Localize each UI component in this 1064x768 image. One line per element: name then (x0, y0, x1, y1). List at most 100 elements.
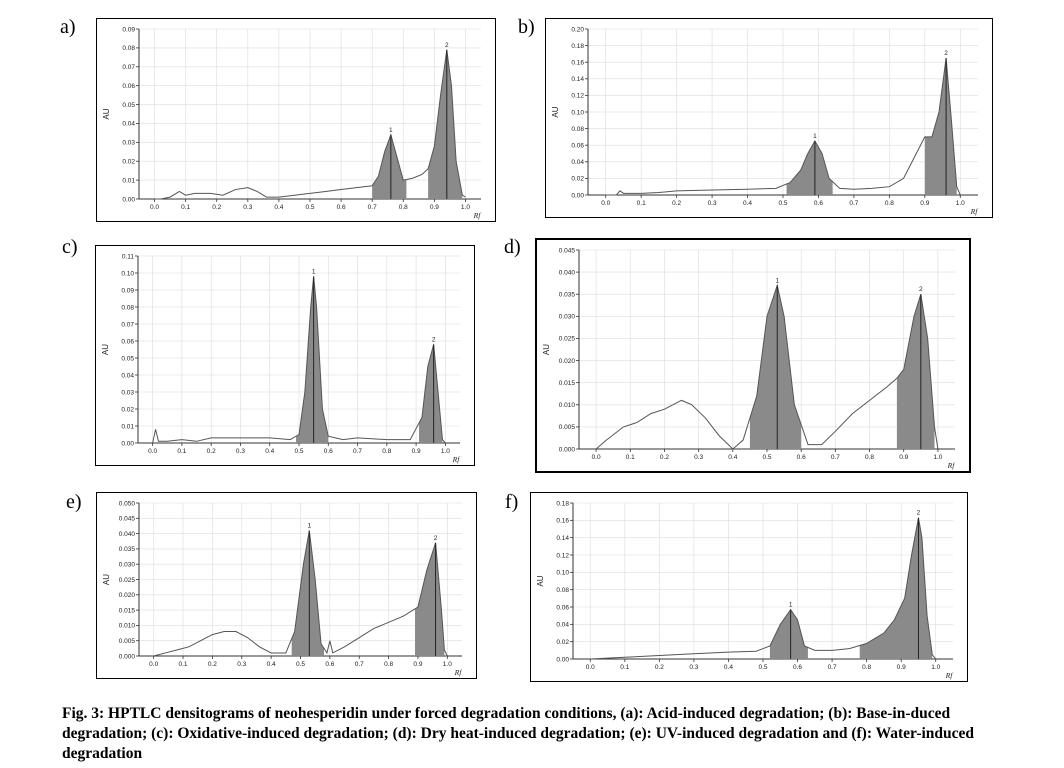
y-tick-label: 0.10 (121, 270, 134, 277)
x-tick-label: 0.4 (274, 204, 283, 211)
y-tick-label: 0.07 (121, 321, 134, 328)
y-tick-label: 0.06 (122, 83, 135, 90)
x-tick-label: 0.2 (672, 200, 681, 207)
x-axis-label: Rf (473, 211, 482, 220)
x-tick-label: 0.9 (897, 664, 906, 671)
y-tick-label: 0.02 (571, 176, 584, 183)
x-tick-label: 0.9 (920, 200, 929, 207)
x-tick-label: 0.2 (655, 664, 664, 671)
y-tick-label: 0.01 (121, 423, 134, 430)
x-axis-label: Rf (945, 671, 954, 680)
y-tick-label: 0.00 (121, 440, 134, 447)
y-tick-label: 0.015 (559, 380, 576, 387)
y-axis-label: AU (542, 344, 551, 355)
y-tick-label: 0.020 (119, 592, 136, 599)
x-tick-label: 0.9 (412, 448, 421, 455)
y-tick-label: 0.00 (122, 196, 135, 203)
x-tick-label: 0.7 (849, 200, 858, 207)
y-tick-label: 0.02 (556, 639, 569, 646)
y-tick-label: 0.020 (559, 358, 576, 365)
peak-2-label: 2 (919, 286, 923, 293)
x-tick-label: 0.1 (620, 664, 629, 671)
peak-1-area (296, 276, 329, 443)
x-tick-label: 0.5 (762, 454, 771, 461)
y-tick-label: 0.04 (121, 372, 134, 379)
y-tick-label: 0.18 (556, 500, 569, 507)
x-tick-label: 1.0 (956, 200, 965, 207)
y-axis-label: AU (102, 574, 111, 585)
densitogram-trace (605, 57, 961, 196)
x-tick-label: 0.1 (177, 448, 186, 455)
y-tick-label: 0.015 (119, 607, 136, 614)
x-tick-label: 0.4 (724, 664, 733, 671)
x-tick-label: 0.6 (793, 664, 802, 671)
x-tick-label: 0.5 (758, 664, 767, 671)
peak-1-area (786, 141, 833, 195)
x-tick-label: 0.0 (601, 200, 610, 207)
x-tick-label: 0.2 (208, 661, 217, 668)
x-tick-label: 0.3 (708, 200, 717, 207)
x-tick-label: 0.8 (865, 454, 874, 461)
x-tick-label: 0.4 (728, 454, 737, 461)
y-tick-label: 0.040 (119, 531, 136, 538)
peak-2-area (859, 517, 933, 659)
y-tick-label: 0.12 (571, 93, 584, 100)
x-tick-label: 0.2 (207, 448, 216, 455)
x-tick-label: 0.1 (637, 200, 646, 207)
x-tick-label: 0.8 (382, 448, 391, 455)
y-tick-label: 0.07 (122, 64, 135, 71)
peak-1-label: 1 (813, 133, 817, 140)
y-tick-label: 0.00 (571, 192, 584, 199)
y-tick-label: 0.16 (556, 518, 569, 525)
x-tick-label: 0.6 (814, 200, 823, 207)
densitogram-svg: 0.000 0.005 0.010 0.015 0.020 0.025 0.030 0.035… (542, 247, 956, 470)
y-tick-label: 0.010 (559, 402, 576, 409)
y-tick-label: 0.045 (559, 247, 576, 254)
peak-1-label: 1 (789, 602, 793, 609)
x-tick-label: 1.0 (441, 448, 450, 455)
y-tick-label: 0.16 (571, 60, 584, 67)
peak-1-area (372, 134, 407, 199)
x-tick-label: 0.7 (831, 454, 840, 461)
y-tick-label: 0.04 (571, 159, 584, 166)
x-axis-label: Rf (947, 461, 956, 470)
y-axis-label: AU (102, 108, 111, 119)
x-tick-label: 0.1 (181, 204, 190, 211)
x-tick-label: 1.0 (461, 204, 470, 211)
x-tick-label: 0.5 (294, 448, 303, 455)
x-tick-label: 0.4 (743, 200, 752, 207)
y-axis-label: AU (101, 344, 110, 355)
x-tick-label: 0.2 (212, 204, 221, 211)
x-tick-label: 0.4 (265, 448, 274, 455)
densitogram-f: 0.00 0.02 0.04 0.06 0.08 0.10 0.12 0.14 0.16 0.18… (530, 492, 968, 682)
x-tick-label: 0.0 (592, 454, 601, 461)
peak-2-area (896, 294, 935, 449)
x-tick-label: 0.6 (797, 454, 806, 461)
x-tick-label: 0.5 (305, 204, 314, 211)
x-tick-label: 0.3 (236, 448, 245, 455)
y-tick-label: 0.03 (122, 140, 135, 147)
y-tick-label: 0.14 (556, 535, 569, 542)
y-tick-label: 0.05 (122, 102, 135, 109)
x-tick-label: 0.7 (355, 661, 364, 668)
x-tick-label: 1.0 (933, 454, 942, 461)
peak-1-label: 1 (389, 127, 393, 134)
x-tick-label: 0.6 (325, 661, 334, 668)
x-axis-label: Rf (970, 207, 979, 216)
peak-1-label: 1 (775, 277, 779, 284)
y-tick-label: 0.12 (556, 552, 569, 559)
figure-caption: Fig. 3: HPTLC densitograms of neohesperi… (62, 705, 975, 762)
panel-label-d: d) (504, 236, 521, 258)
y-tick-label: 0.06 (556, 604, 569, 611)
peak-2-label: 2 (445, 42, 449, 49)
densitogram-svg: 0.000.010.020.030.040.050.060.070.080.09… (102, 26, 482, 220)
x-tick-label: 0.3 (243, 204, 252, 211)
densitogram-trace (153, 530, 448, 657)
x-tick-label: 0.6 (324, 448, 333, 455)
y-tick-label: 0.025 (559, 336, 576, 343)
panel-label-f: f) (505, 491, 519, 513)
peak-1-label: 1 (312, 268, 316, 275)
y-tick-label: 0.00 (556, 656, 569, 663)
densitogram-e: 0.000 0.005 0.010 0.015 0.020 0.025 0.030 0.035… (96, 492, 477, 679)
densitogram-svg: 0.000.020.040.060.080.100.120.140.160.18… (536, 500, 954, 680)
